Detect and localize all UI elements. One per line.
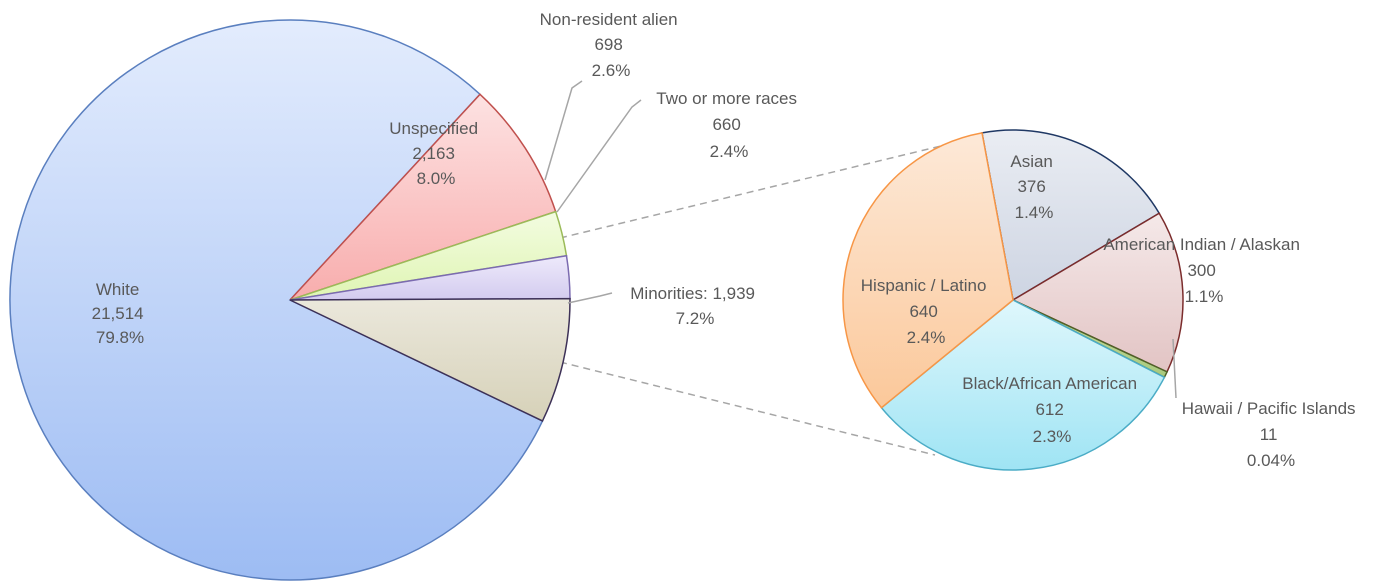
label-hispanic-latino-name: Hispanic / Latino	[861, 276, 987, 295]
label-non-resident-alien-name: Non-resident alien	[540, 10, 678, 29]
label-hawaii-pacific-islands-percent: 0.04%	[1247, 451, 1295, 470]
label-non-resident-alien: Non-resident alien 698 2.6%	[540, 10, 683, 80]
label-american-indian-alaskan-name: American Indian / Alaskan	[1103, 235, 1300, 254]
label-non-resident-alien-value: 698	[594, 35, 622, 54]
label-white: White 21,514 79.8%	[92, 280, 149, 347]
slice-asian	[981, 129, 1161, 302]
label-american-indian-alaskan-percent: 1.1%	[1185, 287, 1224, 306]
label-hispanic-latino-percent: 2.4%	[907, 328, 946, 347]
label-hawaii-pacific-islands-value: 11	[1260, 425, 1278, 444]
slice-hispanic-latino	[842, 131, 1014, 409]
label-asian: Asian 376 1.4%	[1010, 152, 1057, 222]
label-non-resident-alien-percent: 2.6%	[592, 61, 631, 80]
label-asian-value: 376	[1017, 177, 1045, 196]
label-unspecified-percent: 8.0%	[417, 169, 456, 188]
label-black-african-american: Black/African American 612 2.3%	[962, 374, 1142, 446]
series-connector-top	[559, 144, 946, 239]
label-hispanic-latino-value: 640	[909, 302, 937, 321]
label-unspecified: Unspecified 2,163 8.0%	[389, 119, 483, 188]
slice-black-african-american	[880, 299, 1166, 471]
label-black-african-american-name: Black/African American	[962, 374, 1137, 393]
slice-american-indian-alaskan	[1011, 212, 1184, 373]
label-hawaii-pacific-islands-name: Hawaii / Pacific Islands	[1182, 399, 1356, 418]
label-unspecified-value: 2,163	[412, 144, 455, 163]
label-unspecified-name: Unspecified	[389, 119, 478, 138]
label-hispanic-latino: Hispanic / Latino 640 2.4%	[861, 276, 991, 347]
label-hawaii-pacific-islands: Hawaii / Pacific Islands 11 0.04%	[1182, 399, 1361, 470]
leader-two-or-more-races	[556, 99, 642, 213]
series-connector-bottom	[559, 361, 936, 456]
label-black-african-american-percent: 2.3%	[1033, 427, 1072, 446]
slice-unspecified	[289, 93, 557, 301]
label-two-or-more-races-value: 660	[712, 115, 740, 134]
label-american-indian-alaskan-value: 300	[1187, 261, 1215, 280]
label-white-name: White	[96, 280, 139, 299]
label-white-percent: 79.8%	[96, 328, 144, 347]
label-two-or-more-races-percent: 2.4%	[710, 142, 749, 161]
label-minorities-percent: 7.2%	[676, 309, 715, 328]
label-minorities: Minorities: 1,939 7.2%	[630, 284, 759, 328]
leader-minorities	[567, 292, 613, 304]
label-american-indian-alaskan: American Indian / Alaskan 300 1.1%	[1103, 235, 1304, 306]
label-white-value: 21,514	[92, 304, 144, 323]
slice-white	[9, 19, 544, 581]
leader-hawaii-pacific-islands	[1172, 338, 1177, 399]
label-black-african-american-value: 612	[1035, 400, 1063, 419]
label-minorities-name: Minorities: 1,939	[630, 284, 755, 303]
leader-non-resident-alien	[544, 80, 583, 181]
label-asian-percent: 1.4%	[1015, 203, 1054, 222]
label-asian-name: Asian	[1010, 152, 1053, 171]
label-two-or-more-races-name: Two or more races	[656, 89, 797, 108]
label-two-or-more-races: Two or more races 660 2.4%	[656, 89, 802, 161]
